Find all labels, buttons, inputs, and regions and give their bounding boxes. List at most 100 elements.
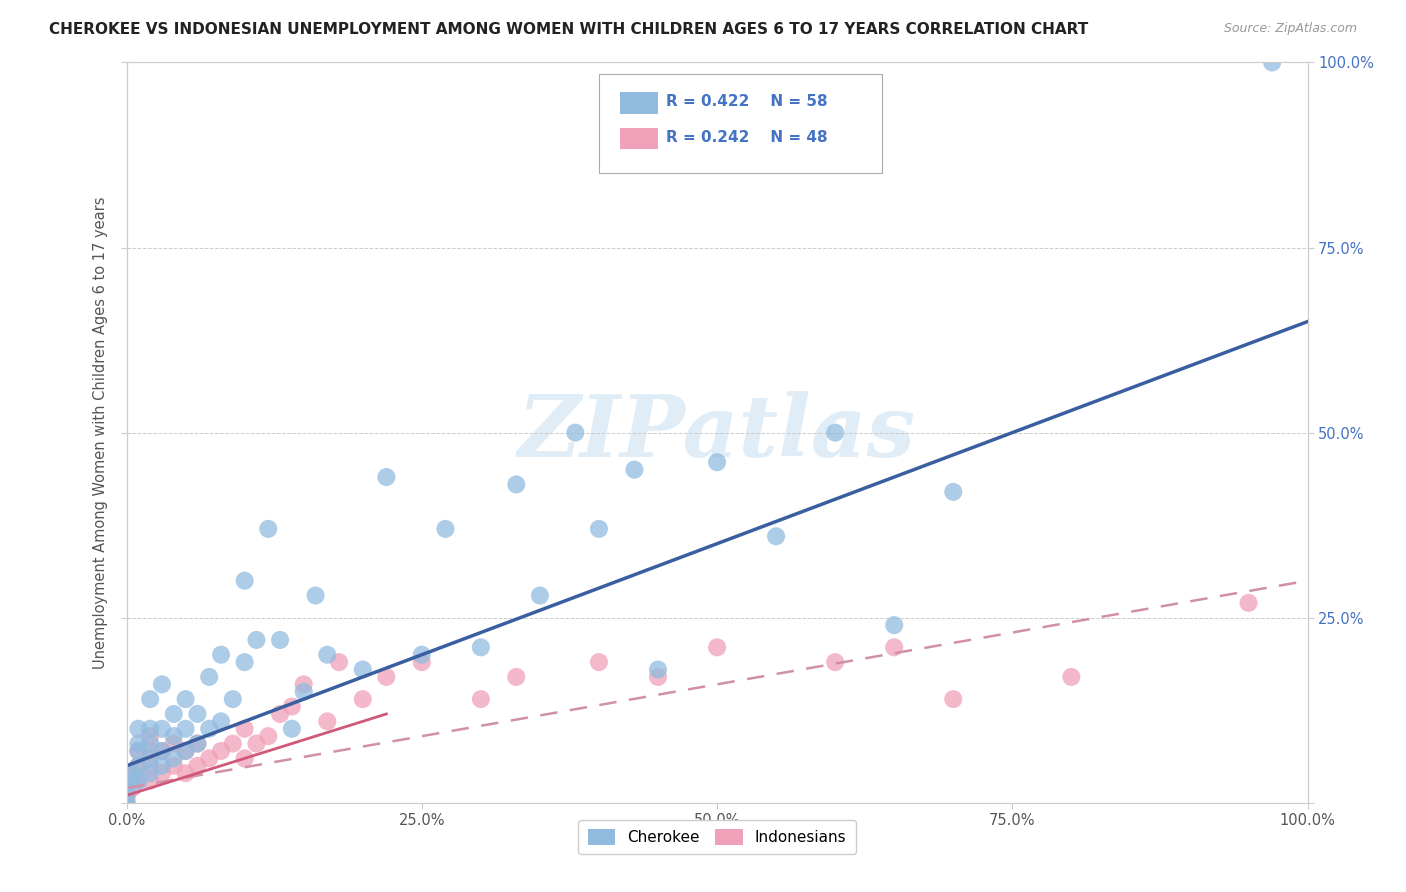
Point	[139, 773, 162, 788]
Point	[209, 714, 232, 729]
Point	[505, 477, 527, 491]
Point	[139, 722, 162, 736]
Y-axis label: Unemployment Among Women with Children Ages 6 to 17 years: Unemployment Among Women with Children A…	[93, 196, 108, 669]
Point	[127, 744, 149, 758]
Point	[706, 455, 728, 469]
Point	[150, 722, 173, 736]
Point	[328, 655, 350, 669]
Point	[127, 737, 149, 751]
Point	[150, 744, 173, 758]
Point	[163, 758, 186, 772]
Point	[233, 655, 256, 669]
Point	[139, 744, 162, 758]
Point	[824, 655, 846, 669]
Point	[588, 655, 610, 669]
Point	[292, 677, 315, 691]
Point	[163, 737, 186, 751]
Point	[163, 729, 186, 743]
Point	[115, 766, 138, 780]
Point	[411, 648, 433, 662]
Point	[121, 766, 143, 780]
Point	[470, 640, 492, 655]
Point	[115, 792, 138, 806]
Point	[163, 751, 186, 765]
Text: ZIPatlas: ZIPatlas	[517, 391, 917, 475]
Point	[269, 632, 291, 647]
Point	[352, 692, 374, 706]
Point	[198, 670, 221, 684]
FancyBboxPatch shape	[620, 92, 658, 113]
Point	[304, 589, 326, 603]
Point	[186, 706, 208, 721]
Point	[186, 737, 208, 751]
Point	[209, 744, 232, 758]
FancyBboxPatch shape	[599, 73, 883, 173]
Point	[529, 589, 551, 603]
Point	[115, 789, 138, 803]
Point	[281, 722, 304, 736]
Point	[127, 758, 149, 772]
Point	[163, 706, 186, 721]
Point	[222, 737, 245, 751]
Point	[139, 692, 162, 706]
Point	[1237, 596, 1260, 610]
Point	[174, 722, 197, 736]
Point	[942, 692, 965, 706]
Point	[186, 737, 208, 751]
Text: CHEROKEE VS INDONESIAN UNEMPLOYMENT AMONG WOMEN WITH CHILDREN AGES 6 TO 17 YEARS: CHEROKEE VS INDONESIAN UNEMPLOYMENT AMON…	[49, 22, 1088, 37]
Point	[222, 692, 245, 706]
Point	[127, 758, 149, 772]
Point	[706, 640, 728, 655]
Point	[233, 751, 256, 765]
Legend: Cherokee, Indonesians: Cherokee, Indonesians	[578, 820, 856, 855]
Point	[115, 796, 138, 810]
Point	[269, 706, 291, 721]
Point	[942, 484, 965, 499]
Point	[245, 632, 267, 647]
Point	[139, 729, 162, 743]
Point	[470, 692, 492, 706]
Point	[765, 529, 787, 543]
Point	[233, 574, 256, 588]
Point	[115, 796, 138, 810]
Point	[150, 758, 173, 772]
Point	[139, 758, 162, 772]
Point	[139, 737, 162, 751]
Point	[245, 737, 267, 751]
Point	[316, 648, 339, 662]
Point	[127, 773, 149, 788]
Point	[505, 670, 527, 684]
Point	[127, 722, 149, 736]
Point	[174, 744, 197, 758]
Point	[316, 714, 339, 729]
Point	[233, 722, 256, 736]
FancyBboxPatch shape	[620, 128, 658, 149]
Point	[174, 692, 197, 706]
Point	[150, 744, 173, 758]
Point	[209, 648, 232, 662]
Point	[434, 522, 457, 536]
Point	[198, 722, 221, 736]
Point	[883, 618, 905, 632]
Text: R = 0.242    N = 48: R = 0.242 N = 48	[666, 129, 828, 145]
Point	[375, 470, 398, 484]
Point	[121, 773, 143, 788]
Point	[257, 729, 280, 743]
Point	[647, 663, 669, 677]
Point	[257, 522, 280, 536]
Point	[647, 670, 669, 684]
Point	[588, 522, 610, 536]
Point	[115, 780, 138, 795]
Point	[121, 766, 143, 780]
Point	[1060, 670, 1083, 684]
Point	[198, 751, 221, 765]
Point	[352, 663, 374, 677]
Point	[292, 685, 315, 699]
Point	[186, 758, 208, 772]
Point	[127, 773, 149, 788]
Point	[824, 425, 846, 440]
Point	[375, 670, 398, 684]
Point	[139, 751, 162, 765]
Point	[115, 773, 138, 788]
Point	[139, 766, 162, 780]
